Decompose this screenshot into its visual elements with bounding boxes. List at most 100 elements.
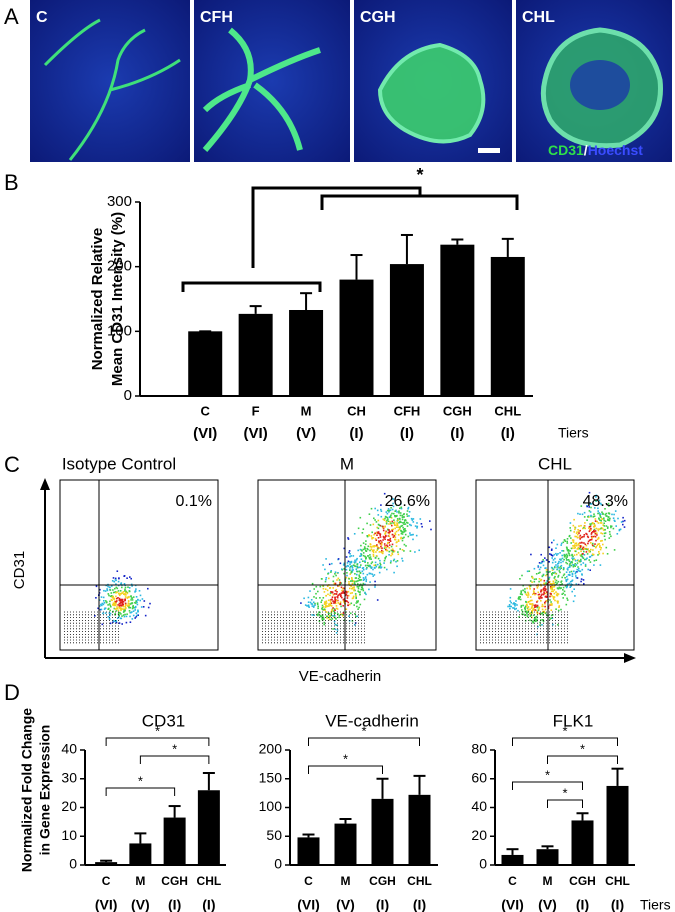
flow-event: [591, 537, 593, 539]
flow-event: [391, 528, 393, 531]
flow-event: [316, 613, 319, 616]
panel-label: D: [4, 680, 20, 705]
flow-event: [387, 541, 389, 544]
flow-event: [356, 585, 359, 588]
flow-event: [581, 573, 583, 575]
flow-event: [399, 518, 401, 520]
flow-event: [372, 575, 374, 577]
flow-event: [524, 605, 527, 608]
flow-event: [589, 523, 591, 525]
flow-event: [601, 539, 603, 542]
flow-event: [550, 614, 553, 617]
flow-event: [352, 555, 355, 557]
flow-event: [589, 555, 592, 558]
flow-event: [568, 582, 571, 585]
flow-event: [357, 587, 360, 590]
x-tick-label: M: [301, 403, 312, 418]
flow-event: [573, 564, 575, 567]
flow-event: [377, 563, 379, 566]
flow-event: [311, 582, 314, 585]
x-tick-label: C: [102, 874, 111, 888]
flow-event: [108, 603, 111, 605]
flow-event: [124, 586, 127, 589]
flow-event: [400, 536, 402, 539]
flow-event: [387, 539, 390, 541]
flow-event: [419, 518, 422, 520]
flow-event: [131, 607, 134, 610]
flow-event: [331, 596, 334, 598]
flow-event: [348, 550, 351, 552]
flow-event: [599, 528, 601, 530]
y-axis-label: Normalized Relative: [89, 228, 106, 371]
flow-event: [347, 590, 350, 593]
flow-event: [520, 591, 522, 594]
flow-event: [589, 561, 592, 563]
flow-event: [120, 600, 122, 602]
flow-event: [575, 544, 578, 547]
flow-event: [328, 605, 330, 607]
flow-event: [124, 591, 127, 594]
flow-event: [556, 600, 559, 602]
flow-event: [351, 597, 354, 600]
flow-event: [117, 604, 119, 606]
flow-event: [362, 528, 365, 530]
flow-event: [357, 549, 359, 552]
flow-event: [396, 560, 399, 562]
tiers-label: Tiers: [558, 425, 589, 441]
flow-event: [107, 604, 109, 606]
flow-event: [551, 541, 553, 544]
flow-event: [374, 557, 377, 559]
flow-event: [134, 606, 136, 609]
flow-event: [384, 526, 386, 528]
flow-event: [328, 603, 330, 605]
flow-event: [607, 519, 609, 521]
flow-event: [602, 543, 604, 546]
flow-event: [111, 599, 113, 602]
flow-event: [401, 514, 403, 517]
tier-label: (VI): [244, 425, 268, 442]
flow-event: [586, 557, 588, 560]
flow-event: [567, 552, 570, 554]
flow-event: [395, 530, 398, 533]
flow-event: [571, 561, 573, 563]
flow-event: [553, 539, 555, 542]
flow-event: [136, 601, 138, 604]
flow-event: [581, 556, 584, 559]
flow-event: [359, 555, 361, 557]
flow-event: [359, 593, 361, 596]
flow-event: [617, 517, 619, 520]
flow-event: [111, 585, 113, 587]
flow-event: [362, 554, 365, 557]
flow-event: [404, 519, 406, 522]
flow-event: [572, 541, 574, 543]
flow-event: [109, 622, 112, 625]
flow-event: [534, 616, 537, 619]
flow-event: [570, 542, 572, 544]
flow-event: [374, 507, 376, 510]
flow-event: [551, 574, 553, 576]
flow-event: [382, 539, 384, 541]
flow-event: [556, 554, 558, 556]
flow-event: [580, 563, 582, 566]
flow-event: [324, 580, 327, 583]
flow-event: [352, 569, 354, 571]
x-tick-label: C: [508, 874, 517, 888]
flow-event: [543, 560, 545, 563]
flow-event: [397, 534, 400, 536]
flow-event: [123, 593, 125, 595]
flow-event: [513, 603, 516, 605]
flow-event: [120, 609, 122, 612]
y-tick-label: 20: [61, 798, 77, 814]
flow-event: [125, 604, 127, 607]
flow-event: [135, 588, 137, 590]
flow-event: [412, 518, 415, 520]
flow-event: [365, 557, 367, 559]
flow-event: [388, 509, 391, 512]
flow-event: [594, 530, 597, 532]
flow-event: [536, 620, 538, 622]
flow-event: [126, 597, 129, 599]
flow-event: [109, 589, 112, 591]
flow-event: [581, 513, 584, 516]
flow-event: [599, 515, 601, 517]
flow-event: [551, 595, 553, 597]
